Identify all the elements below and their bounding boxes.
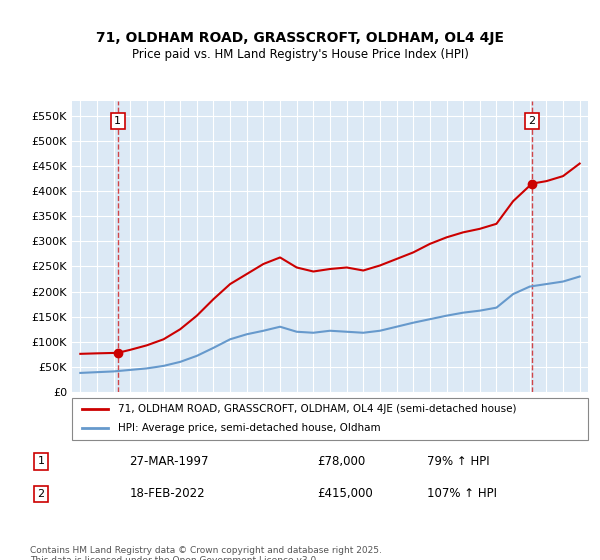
Text: HPI: Average price, semi-detached house, Oldham: HPI: Average price, semi-detached house,…: [118, 423, 381, 433]
Text: 2: 2: [529, 116, 535, 126]
FancyBboxPatch shape: [72, 398, 588, 440]
Text: 71, OLDHAM ROAD, GRASSCROFT, OLDHAM, OL4 4JE: 71, OLDHAM ROAD, GRASSCROFT, OLDHAM, OL4…: [96, 31, 504, 45]
Text: 1: 1: [38, 456, 44, 466]
Text: 2: 2: [37, 489, 44, 499]
Text: £78,000: £78,000: [317, 455, 365, 468]
Text: 107% ↑ HPI: 107% ↑ HPI: [427, 487, 497, 501]
Text: £415,000: £415,000: [317, 487, 373, 501]
Text: 79% ↑ HPI: 79% ↑ HPI: [427, 455, 490, 468]
Text: 71, OLDHAM ROAD, GRASSCROFT, OLDHAM, OL4 4JE (semi-detached house): 71, OLDHAM ROAD, GRASSCROFT, OLDHAM, OL4…: [118, 404, 517, 414]
Text: 27-MAR-1997: 27-MAR-1997: [130, 455, 209, 468]
Text: 1: 1: [114, 116, 121, 126]
Text: Contains HM Land Registry data © Crown copyright and database right 2025.
This d: Contains HM Land Registry data © Crown c…: [30, 546, 382, 560]
Text: 18-FEB-2022: 18-FEB-2022: [130, 487, 205, 501]
Text: Price paid vs. HM Land Registry's House Price Index (HPI): Price paid vs. HM Land Registry's House …: [131, 48, 469, 60]
